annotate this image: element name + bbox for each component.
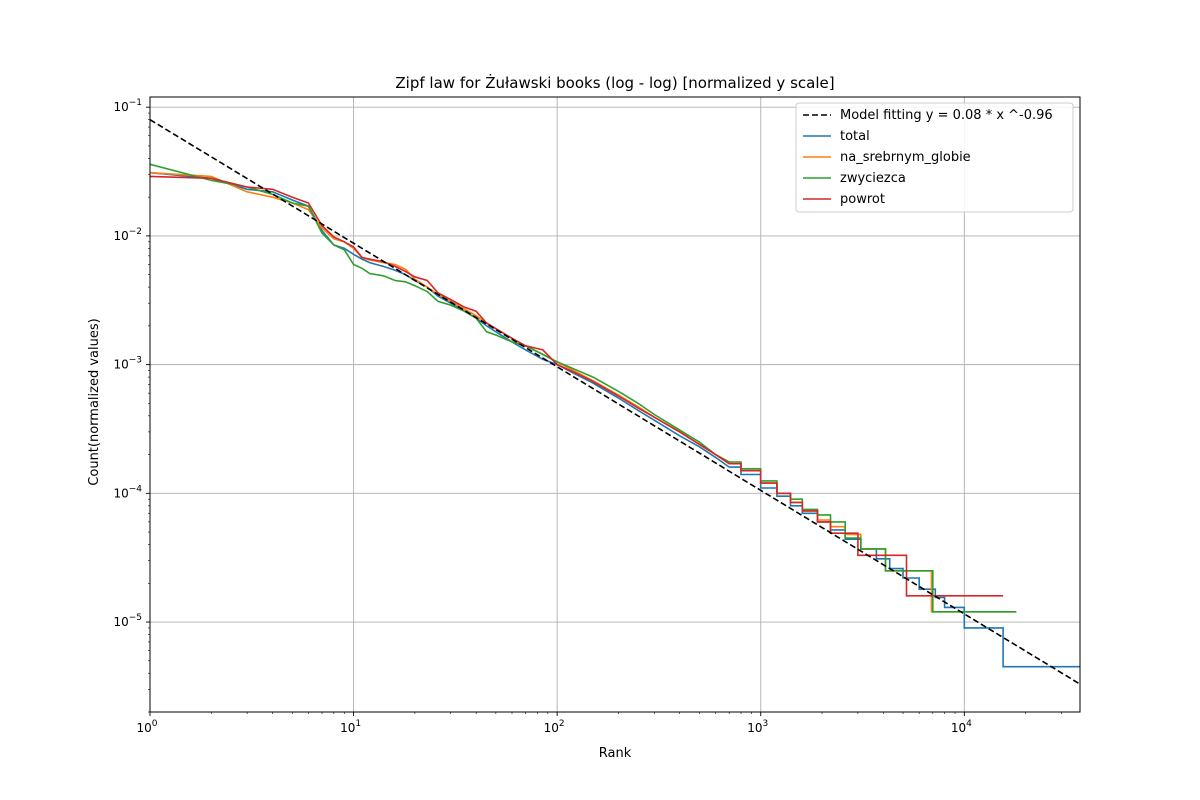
plot-frame bbox=[149, 96, 1081, 713]
y-tick-label: 10−3 bbox=[113, 356, 142, 372]
legend-label: total bbox=[840, 129, 870, 144]
y-axis-label: Count(normalized values) bbox=[87, 318, 102, 485]
model-fit-line bbox=[150, 119, 1080, 685]
y-tick-label: 10−5 bbox=[113, 613, 142, 629]
x-tick-label: 100 bbox=[136, 719, 157, 735]
series-line-total bbox=[150, 171, 1080, 668]
x-tick-label: 103 bbox=[747, 719, 768, 735]
y-tick-label: 10−4 bbox=[113, 484, 142, 500]
model-fit bbox=[150, 119, 1080, 685]
legend-box bbox=[795, 102, 1074, 213]
legend-label: na_srebrnym_globie bbox=[840, 150, 971, 165]
x-tick-label: 104 bbox=[951, 719, 972, 735]
x-tick-label: 102 bbox=[544, 719, 565, 735]
y-tick-label: 10−1 bbox=[113, 98, 142, 114]
legend: Model fitting y = 0.08 * x ^-0.96 total na… bbox=[795, 102, 1074, 213]
y-tick-label: 10−2 bbox=[113, 227, 142, 243]
axis-ticks: 100 101 102 103 104 10−5 10−4 10−3 10−2 10−1 bbox=[113, 98, 1062, 735]
x-axis-label: Rank bbox=[599, 746, 632, 761]
legend-label: Model fitting y = 0.08 * x ^-0.96 bbox=[840, 108, 1053, 123]
series-line-na_srebrnym_globie bbox=[150, 171, 1017, 613]
series-line-zwyciezca bbox=[150, 163, 1017, 613]
series-lines bbox=[150, 163, 1080, 668]
x-tick-label: 101 bbox=[340, 719, 361, 735]
legend-label: zwyciezca bbox=[840, 171, 906, 186]
series-line-powrot bbox=[150, 175, 1004, 597]
legend-label: powrot bbox=[840, 192, 885, 207]
chart-title: Zipf law for Żuławski books (log - log) … bbox=[395, 73, 834, 92]
